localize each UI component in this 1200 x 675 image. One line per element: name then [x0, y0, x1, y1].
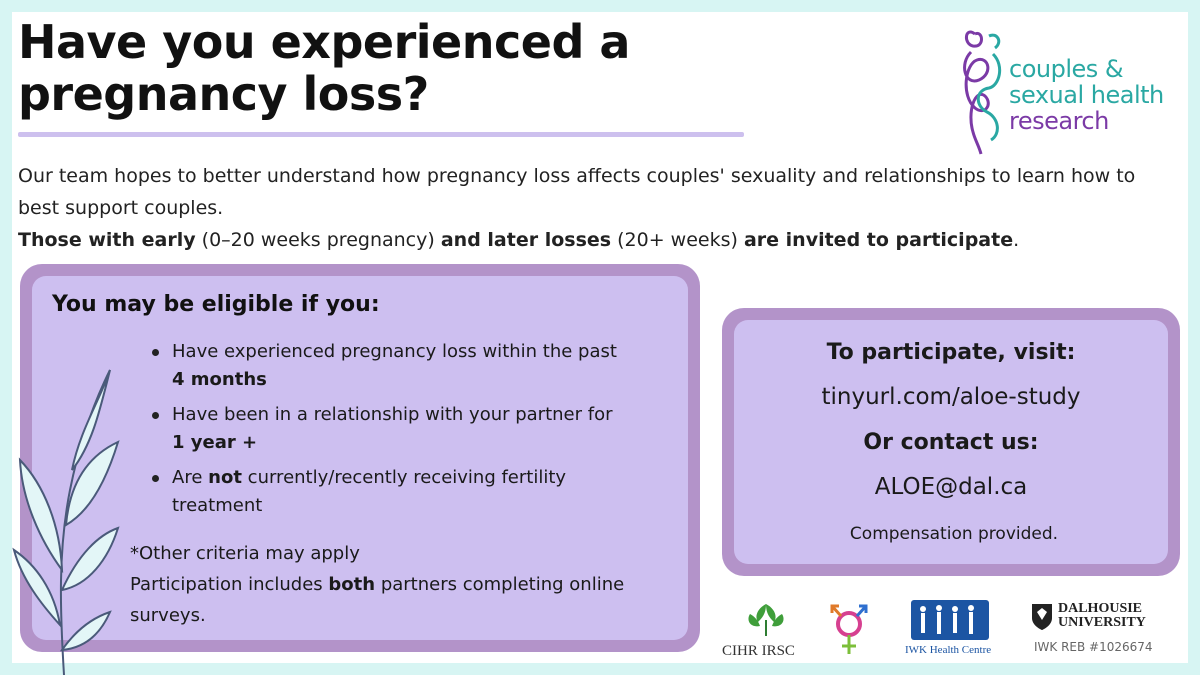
dalhousie-crest-icon — [1032, 604, 1052, 630]
participation-text-rest: partners completing online surveys. — [130, 574, 625, 626]
criterion-emphasis: not — [208, 467, 242, 488]
leaf-illustration-icon — [12, 369, 120, 675]
eligibility-panel-inner: You may be eligible if you: Have experie… — [32, 276, 688, 640]
couples-sexual-health-logo: couples & sexual health research — [945, 16, 1175, 156]
cihr-label: CIHR IRSC — [722, 643, 795, 659]
iwk-logo: IWK Health Centre — [905, 600, 995, 660]
participation-note: Participation includes both partners com… — [130, 569, 670, 631]
iwk-label: IWK Health Centre — [905, 644, 992, 656]
title-underline — [18, 132, 744, 137]
dalhousie-logo: DALHOUSIE UNIVERSITY — [1028, 600, 1188, 660]
participate-panel-inner: To participate, visit: tinyurl.com/aloe-… — [734, 320, 1168, 564]
criterion-text: Have been in a relationship with your pa… — [172, 404, 613, 425]
brand-wordmark: couples & sexual health research — [1009, 56, 1164, 134]
criterion-detail: 1 year + — [172, 432, 258, 453]
compensation-note: Compensation provided. — [849, 524, 1059, 544]
list-item: Have experienced pregnancy loss within t… — [150, 338, 670, 394]
page-title: Have you experienced a pregnancy loss? — [18, 16, 718, 120]
contact-email-link[interactable]: ALOE@dal.ca — [874, 474, 1028, 500]
participation-emphasis: both — [328, 574, 376, 595]
title-line-1: Have you experienced a — [18, 15, 630, 69]
eligibility-list: Have experienced pregnancy loss within t… — [150, 338, 670, 527]
participation-text: Participation includes — [130, 574, 323, 595]
gender-symbol-icon — [830, 604, 868, 654]
title-line-2: pregnancy loss? — [18, 67, 429, 121]
list-item: Have been in a relationship with your pa… — [150, 401, 670, 457]
criterion-text: Have experienced pregnancy loss within t… — [172, 341, 617, 362]
intro-later-range: (20+ weeks) — [617, 229, 738, 251]
intro-bold-invite: are invited to participate — [743, 229, 1014, 251]
eligibility-notes: *Other criteria may apply Participation … — [130, 538, 670, 631]
participate-panel: To participate, visit: tinyurl.com/aloe-… — [722, 308, 1180, 576]
contact-heading: Or contact us: — [863, 430, 1039, 455]
intro-sentence-2: Those with early (0–20 weeks pregnancy) … — [18, 224, 1158, 256]
intro-sentence-1: Our team hopes to better understand how … — [18, 165, 1136, 219]
intro-bold-later: and later losses — [440, 229, 612, 251]
intro-period: . — [1013, 229, 1020, 251]
intro-bold-early: Those with early — [18, 229, 196, 251]
dalhousie-wordmark: DALHOUSIE UNIVERSITY — [1058, 602, 1146, 630]
intro-paragraph: Our team hopes to better understand how … — [18, 160, 1158, 256]
figure-emblem-icon — [963, 30, 1002, 155]
brand-line-1: couples & — [1009, 55, 1124, 83]
brand-line-3: research — [1009, 107, 1109, 135]
study-url-link[interactable]: tinyurl.com/aloe-study — [821, 384, 1081, 410]
eligibility-panel: You may be eligible if you: Have experie… — [20, 264, 700, 652]
iwk-emblem-icon — [911, 600, 989, 640]
intro-early-range: (0–20 weeks pregnancy) — [201, 229, 435, 251]
participate-heading: To participate, visit: — [826, 340, 1076, 365]
brand-line-2: sexual health — [1009, 81, 1164, 109]
dalhousie-line-2: UNIVERSITY — [1058, 615, 1146, 630]
eligibility-heading: You may be eligible if you: — [52, 292, 380, 317]
criterion-text-rest: currently/recently receiving fertility — [247, 467, 567, 488]
criterion-detail: 4 months — [172, 369, 267, 390]
cihr-leaf-icon — [748, 604, 784, 636]
dalhousie-line-1: DALHOUSIE — [1058, 601, 1143, 616]
ethics-approval-number: IWK REB #1026674 — [1034, 640, 1153, 654]
gender-symbol-logo — [826, 600, 872, 660]
criterion-text: Are — [172, 467, 203, 488]
list-item: Are not currently/recently receiving fer… — [150, 464, 670, 520]
other-criteria-note: *Other criteria may apply — [130, 543, 360, 564]
criterion-detail: treatment — [172, 495, 263, 516]
cihr-logo: CIHR IRSC — [722, 600, 807, 660]
